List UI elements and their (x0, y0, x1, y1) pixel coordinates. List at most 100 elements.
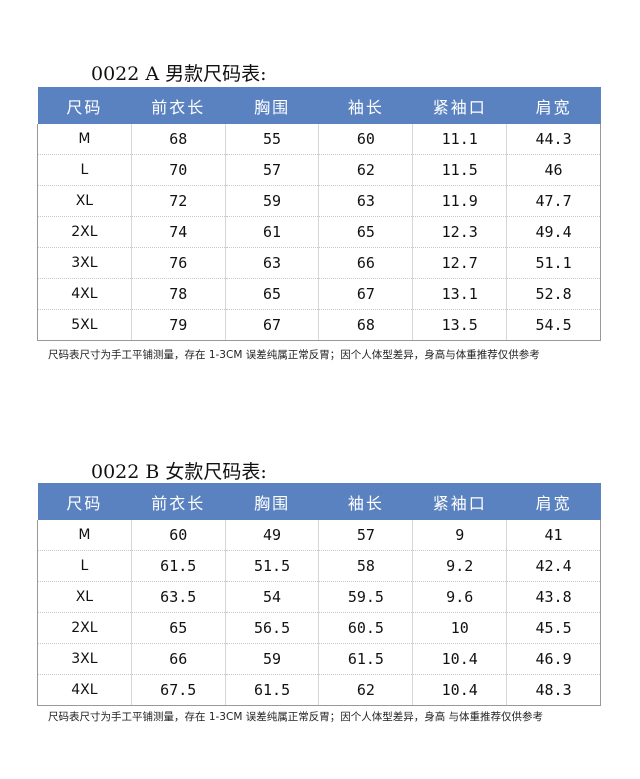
header-shoulder: 肩宽 (506, 483, 601, 520)
cell-front-length: 79 (130, 309, 226, 341)
cell-front-length: 70 (130, 154, 226, 186)
cell-cuff: 13.1 (412, 278, 508, 310)
header-cuff: 紧袖口 (412, 483, 507, 520)
cell-size: 3XL (37, 247, 132, 279)
cell-sleeve-length: 63 (318, 185, 414, 217)
cell-chest: 55 (224, 124, 320, 155)
cell-sleeve-length: 60.5 (318, 612, 414, 644)
cell-shoulder: 43.8 (506, 581, 601, 613)
cell-front-length: 68 (130, 124, 226, 155)
cell-size: 5XL (37, 309, 132, 341)
table-row: XL 63.5 54 59.5 9.6 43.8 (37, 581, 601, 613)
header-size: 尺码 (37, 87, 132, 124)
cell-front-length: 63.5 (130, 581, 226, 613)
header-size: 尺码 (37, 483, 132, 520)
cell-front-length: 78 (130, 278, 226, 310)
cell-shoulder: 49.4 (506, 216, 601, 248)
table-row: L 61.5 51.5 58 9.2 42.4 (37, 550, 601, 582)
cell-sleeve-length: 62 (318, 674, 414, 706)
cell-front-length: 76 (130, 247, 226, 279)
cell-cuff: 9.2 (412, 550, 508, 582)
cell-chest: 56.5 (224, 612, 320, 644)
cell-front-length: 74 (130, 216, 226, 248)
cell-shoulder: 48.3 (506, 674, 601, 706)
cell-chest: 49 (224, 520, 320, 551)
cell-chest: 54 (224, 581, 320, 613)
cell-size: L (37, 154, 132, 186)
cell-sleeve-length: 67 (318, 278, 414, 310)
cell-size: 2XL (37, 216, 132, 248)
cell-shoulder: 41 (506, 520, 601, 551)
women-size-table-note: 尺码表尺寸为手工平铺测量，存在 1-3CM 误差纯属正常反胃；因个人体型差异，身… (48, 711, 544, 723)
cell-shoulder: 47.7 (506, 185, 601, 217)
cell-front-length: 65 (130, 612, 226, 644)
cell-sleeve-length: 68 (318, 309, 414, 341)
cell-shoulder: 42.4 (506, 550, 601, 582)
table-row: 4XL 67.5 61.5 62 10.4 48.3 (37, 674, 601, 706)
cell-sleeve-length: 62 (318, 154, 414, 186)
women-size-table-title: 0022 B 女款尺码表: (91, 461, 267, 483)
cell-front-length: 72 (130, 185, 226, 217)
cell-cuff: 10.4 (412, 643, 508, 675)
table-row: M 60 49 57 9 41 (37, 520, 601, 551)
cell-cuff: 11.1 (412, 124, 508, 155)
women-size-table-header-row: 尺码 前衣长 胸围 袖长 紧袖口 肩宽 (37, 483, 601, 520)
header-sleeve-length: 袖长 (318, 87, 413, 124)
cell-sleeve-length: 59.5 (318, 581, 414, 613)
table-row: 2XL 74 61 65 12.3 49.4 (37, 216, 601, 248)
header-chest: 胸围 (225, 87, 319, 124)
header-cuff: 紧袖口 (412, 87, 507, 124)
cell-sleeve-length: 60 (318, 124, 414, 155)
table-row: 3XL 76 63 66 12.7 51.1 (37, 247, 601, 279)
cell-chest: 61 (224, 216, 320, 248)
men-size-table-title: 0022 A 男款尺码表: (91, 63, 267, 85)
cell-front-length: 67.5 (130, 674, 226, 706)
cell-shoulder: 54.5 (506, 309, 601, 341)
cell-size: M (37, 124, 132, 155)
cell-shoulder: 51.1 (506, 247, 601, 279)
women-size-table: 尺码 前衣长 胸围 袖长 紧袖口 肩宽 M 60 49 57 9 41 L 61… (37, 483, 601, 706)
cell-size: L (37, 550, 132, 582)
cell-sleeve-length: 61.5 (318, 643, 414, 675)
cell-chest: 57 (224, 154, 320, 186)
cell-front-length: 60 (130, 520, 226, 551)
cell-cuff: 9 (412, 520, 508, 551)
cell-shoulder: 45.5 (506, 612, 601, 644)
cell-shoulder: 46 (506, 154, 601, 186)
cell-shoulder: 44.3 (506, 124, 601, 155)
cell-shoulder: 52.8 (506, 278, 601, 310)
cell-chest: 67 (224, 309, 320, 341)
cell-cuff: 13.5 (412, 309, 508, 341)
cell-front-length: 61.5 (130, 550, 226, 582)
cell-chest: 59 (224, 643, 320, 675)
header-front-length: 前衣长 (131, 483, 226, 520)
cell-chest: 65 (224, 278, 320, 310)
cell-sleeve-length: 66 (318, 247, 414, 279)
cell-cuff: 10.4 (412, 674, 508, 706)
cell-cuff: 12.3 (412, 216, 508, 248)
table-row: L 70 57 62 11.5 46 (37, 154, 601, 186)
cell-chest: 59 (224, 185, 320, 217)
cell-size: 4XL (37, 674, 132, 706)
cell-sleeve-length: 57 (318, 520, 414, 551)
cell-size: XL (37, 581, 132, 613)
table-row: XL 72 59 63 11.9 47.7 (37, 185, 601, 217)
cell-size: XL (37, 185, 132, 217)
table-row: M 68 55 60 11.1 44.3 (37, 124, 601, 155)
header-sleeve-length: 袖长 (318, 483, 413, 520)
table-row: 3XL 66 59 61.5 10.4 46.9 (37, 643, 601, 675)
cell-chest: 63 (224, 247, 320, 279)
cell-front-length: 66 (130, 643, 226, 675)
cell-cuff: 12.7 (412, 247, 508, 279)
cell-size: 4XL (37, 278, 132, 310)
cell-cuff: 11.5 (412, 154, 508, 186)
cell-shoulder: 46.9 (506, 643, 601, 675)
cell-size: 2XL (37, 612, 132, 644)
table-row: 5XL 79 67 68 13.5 54.5 (37, 309, 601, 341)
cell-sleeve-length: 58 (318, 550, 414, 582)
table-row: 4XL 78 65 67 13.1 52.8 (37, 278, 601, 310)
cell-cuff: 11.9 (412, 185, 508, 217)
cell-sleeve-length: 65 (318, 216, 414, 248)
header-front-length: 前衣长 (131, 87, 226, 124)
men-size-table-header-row: 尺码 前衣长 胸围 袖长 紧袖口 肩宽 (37, 87, 601, 124)
